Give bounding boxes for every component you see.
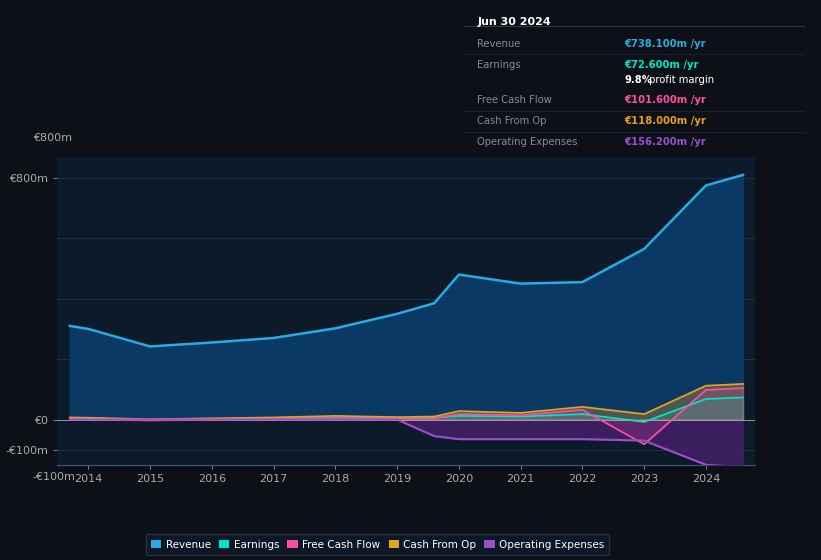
- Text: €118.000m /yr: €118.000m /yr: [624, 116, 706, 126]
- Text: €101.600m /yr: €101.600m /yr: [624, 95, 706, 105]
- Text: Cash From Op: Cash From Op: [478, 116, 547, 126]
- Text: €72.600m /yr: €72.600m /yr: [624, 60, 699, 70]
- Text: Operating Expenses: Operating Expenses: [478, 137, 578, 147]
- Text: Free Cash Flow: Free Cash Flow: [478, 95, 553, 105]
- Text: Jun 30 2024: Jun 30 2024: [478, 17, 551, 27]
- Text: €800m: €800m: [33, 133, 72, 143]
- Text: Revenue: Revenue: [478, 39, 521, 49]
- Text: €738.100m /yr: €738.100m /yr: [624, 39, 705, 49]
- Text: profit margin: profit margin: [646, 74, 714, 85]
- Text: -€100m: -€100m: [33, 472, 76, 482]
- Legend: Revenue, Earnings, Free Cash Flow, Cash From Op, Operating Expenses: Revenue, Earnings, Free Cash Flow, Cash …: [146, 534, 609, 555]
- Text: 9.8%: 9.8%: [624, 74, 652, 85]
- Text: €156.200m /yr: €156.200m /yr: [624, 137, 706, 147]
- Text: Earnings: Earnings: [478, 60, 521, 70]
